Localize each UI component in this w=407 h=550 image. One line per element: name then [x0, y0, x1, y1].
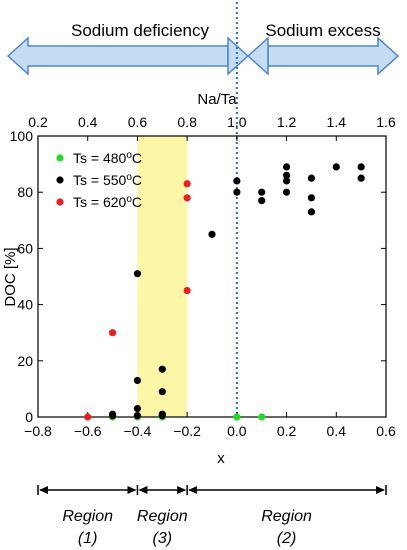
- data-point: [133, 376, 142, 385]
- data-point: [84, 413, 92, 421]
- y-tick-label: 20: [17, 353, 33, 369]
- top-tick-label: 0.2: [28, 114, 48, 130]
- data-point: [233, 177, 241, 185]
- x-axis: −0.8 −0.6 −0.4 −0.2 0.0 0.2 0.4 0.6: [24, 412, 396, 439]
- data-point: [208, 230, 216, 238]
- data-point: [183, 286, 191, 295]
- data-point: [357, 163, 365, 171]
- scatter-points: [84, 163, 365, 421]
- data-point: [282, 163, 291, 171]
- y-tick-label: 40: [17, 297, 33, 313]
- legend-marker: [56, 198, 64, 206]
- top-tick-label: 0.6: [128, 114, 148, 130]
- y-tick-label: 60: [17, 240, 33, 256]
- data-point: [183, 194, 191, 202]
- data-point: [258, 413, 266, 421]
- sodium-excess-arrow: [267, 36, 400, 76]
- legend-marker: [56, 154, 64, 162]
- data-point: [282, 177, 291, 185]
- data-point: [158, 365, 166, 373]
- region-label: Region: [137, 508, 188, 525]
- plot-frame: [37, 135, 387, 418]
- data-point: [332, 163, 340, 171]
- data-point: [357, 174, 365, 182]
- highlight-band-layer: [137, 136, 188, 417]
- data-point: [108, 410, 117, 418]
- data-point: [307, 174, 316, 182]
- data-point: [233, 188, 241, 196]
- x-tick-label: −0.8: [24, 423, 52, 439]
- region-number: (2): [277, 530, 297, 547]
- x-tick-label: −0.4: [124, 423, 152, 439]
- region-number: (3): [153, 530, 173, 547]
- data-point: [158, 388, 166, 396]
- region-label: Region: [62, 508, 113, 525]
- legend: Ts = 480oC Ts = 550oC Ts = 620oC: [56, 150, 142, 211]
- legend-label: Ts = 480oC: [73, 150, 142, 167]
- data-point: [108, 329, 117, 337]
- y-axis: 0 20 40 60 80 100: [10, 128, 386, 425]
- top-tick-label: 1.2: [277, 114, 297, 130]
- region-label: Region: [261, 508, 312, 525]
- top-axis: 0.2 0.4 0.6 0.8 1.0 1.2 1.4 1.6: [28, 114, 396, 141]
- data-point: [183, 180, 191, 188]
- highlight-band: [137, 136, 188, 417]
- legend-label: Ts = 550oC: [73, 172, 142, 189]
- data-point: [133, 404, 142, 413]
- top-axis-label: Na/Ta: [197, 91, 237, 108]
- banner: Sodium deficiency Sodium excess: [6, 21, 400, 76]
- y-tick-label: 80: [17, 184, 33, 200]
- sodium-deficiency-arrow-tail: [227, 36, 250, 76]
- data-point: [307, 194, 316, 202]
- sodium-deficiency-arrow: [6, 36, 229, 76]
- top-tick-label: 1.6: [376, 114, 396, 130]
- top-tick-label: 1.4: [327, 114, 347, 130]
- x-tick-label: −0.6: [74, 423, 102, 439]
- y-tick-label: 100: [10, 128, 34, 144]
- top-tick-label: 1.0: [227, 114, 247, 130]
- top-tick-label: 0.8: [177, 114, 197, 130]
- x-tick-label: 0.6: [376, 423, 396, 439]
- sodium-excess-arrow-tail: [246, 36, 269, 76]
- sodium-excess-label: Sodium excess: [265, 21, 380, 40]
- region-number: (1): [78, 530, 98, 547]
- data-point: [158, 410, 166, 418]
- x-tick-label: 0.0: [227, 423, 247, 439]
- top-tick-label: 0.4: [78, 114, 98, 130]
- legend-marker: [56, 176, 64, 184]
- data-point: [282, 171, 291, 179]
- y-axis-label: DOC [%]: [2, 247, 19, 306]
- y-tick-label: 0: [25, 409, 33, 425]
- data-point: [133, 411, 142, 420]
- data-point: [133, 270, 142, 278]
- regions: Region (1) Region (3) Region (2): [37, 485, 387, 547]
- x-axis-label: x: [217, 450, 225, 467]
- x-tick-label: −0.2: [173, 423, 201, 439]
- x-tick-label: 0.2: [277, 423, 297, 439]
- data-point: [233, 413, 241, 421]
- data-point: [282, 188, 291, 196]
- data-point: [307, 208, 316, 216]
- sodium-deficiency-label: Sodium deficiency: [71, 21, 209, 40]
- data-point: [258, 197, 266, 205]
- legend-label: Ts = 620oC: [73, 194, 142, 211]
- data-point: [258, 188, 266, 196]
- plot-frame-rect: [37, 135, 387, 418]
- x-tick-label: 0.4: [327, 423, 347, 439]
